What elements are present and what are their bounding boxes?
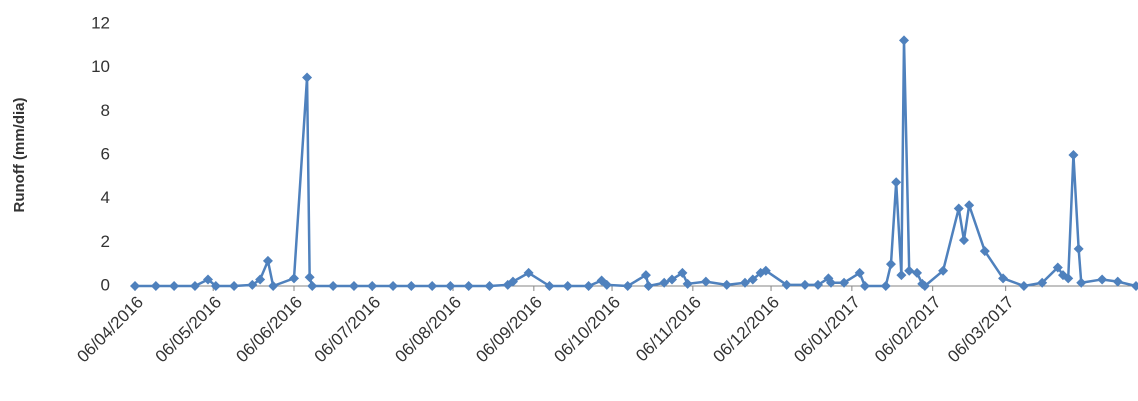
marker: [406, 281, 417, 291]
marker: [1068, 150, 1079, 160]
marker: [747, 274, 758, 285]
y-tick-label: 0: [101, 275, 110, 294]
x-tick-label: 06/11/2016: [632, 293, 705, 366]
y-tick-label: 10: [91, 57, 110, 76]
marker: [1131, 281, 1138, 291]
x-tick-label: 06/01/2017: [790, 293, 864, 367]
marker: [839, 277, 850, 288]
marker: [302, 72, 313, 83]
marker: [938, 265, 949, 276]
marker: [760, 265, 771, 276]
marker: [268, 281, 279, 291]
y-tick-label: 12: [91, 13, 110, 32]
x-tick-label: 06/02/2017: [871, 293, 945, 367]
marker: [507, 276, 518, 287]
marker: [1037, 277, 1048, 288]
marker: [854, 267, 865, 278]
marker: [348, 281, 359, 291]
marker: [721, 279, 732, 290]
marker: [739, 277, 750, 288]
marker: [885, 259, 896, 270]
marker: [979, 246, 990, 257]
marker: [826, 277, 837, 288]
marker: [622, 281, 633, 291]
y-tick-label: 4: [101, 188, 110, 207]
marker: [666, 274, 677, 285]
marker: [781, 279, 792, 290]
y-tick-label: 2: [101, 232, 110, 251]
y-tick-label: 6: [101, 144, 110, 163]
marker: [659, 277, 670, 288]
marker: [583, 281, 594, 291]
x-tick-label: 06/08/2016: [391, 293, 465, 367]
marker: [998, 273, 1009, 284]
marker: [640, 270, 651, 281]
marker: [202, 274, 213, 285]
marker: [859, 281, 870, 291]
marker: [682, 278, 693, 289]
x-tick-label: 06/04/2016: [73, 293, 147, 367]
marker: [328, 281, 339, 291]
marker: [1073, 243, 1084, 254]
marker: [289, 273, 300, 284]
marker: [445, 281, 456, 291]
marker: [891, 177, 902, 188]
marker: [484, 281, 495, 291]
marker: [700, 276, 711, 287]
marker: [1112, 276, 1123, 287]
marker: [255, 274, 266, 285]
marker: [562, 281, 573, 291]
marker: [169, 281, 180, 291]
x-tick-label: 06/07/2016: [311, 293, 385, 367]
marker: [896, 270, 907, 281]
marker: [1052, 262, 1063, 273]
marker: [307, 281, 318, 291]
marker: [880, 281, 891, 291]
marker: [677, 267, 688, 278]
marker: [1076, 277, 1087, 288]
marker: [502, 279, 513, 290]
marker: [953, 203, 964, 214]
x-tick-label: 06/12/2016: [709, 293, 783, 367]
x-tick-label: 06/10/2016: [550, 293, 624, 367]
marker: [247, 279, 258, 290]
y-tick-label: 8: [101, 101, 110, 120]
marker: [210, 281, 221, 291]
x-tick-label: 06/03/2017: [944, 293, 1018, 367]
marker: [643, 281, 654, 291]
marker: [964, 200, 975, 211]
marker: [898, 35, 909, 46]
marker: [812, 279, 823, 290]
marker: [544, 281, 555, 291]
marker: [367, 281, 378, 291]
marker: [1097, 274, 1108, 285]
marker: [262, 255, 273, 266]
marker: [912, 267, 923, 278]
marker: [601, 279, 612, 290]
marker: [799, 279, 810, 290]
marker: [150, 281, 161, 291]
marker: [919, 281, 930, 291]
marker: [229, 281, 240, 291]
marker: [1018, 281, 1029, 291]
marker: [523, 267, 534, 278]
marker: [388, 281, 399, 291]
marker: [904, 265, 915, 276]
marker: [427, 281, 438, 291]
marker: [304, 272, 315, 283]
x-tick-label: 06/05/2016: [152, 293, 226, 367]
y-axis-label: Runoff (mm/dia): [11, 98, 28, 213]
marker: [189, 281, 200, 291]
marker: [130, 281, 140, 291]
x-tick-label: 06/06/2016: [232, 293, 306, 367]
marker: [1063, 273, 1074, 284]
x-tick-label: 06/09/2016: [472, 293, 546, 367]
marker: [463, 281, 474, 291]
marker: [958, 235, 969, 246]
